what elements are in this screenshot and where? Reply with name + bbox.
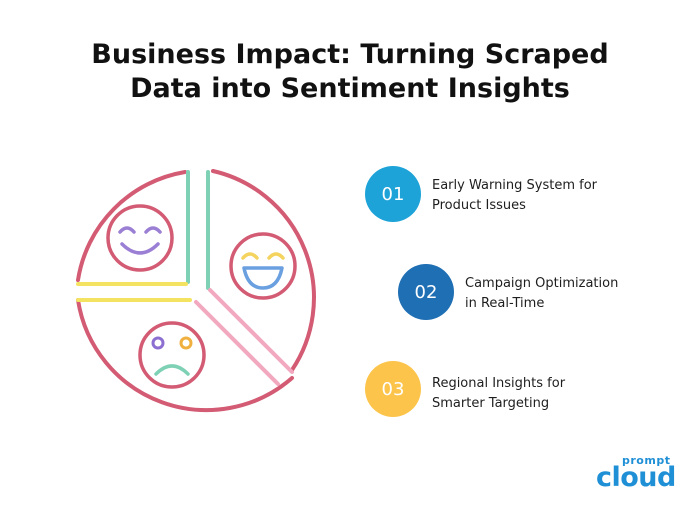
number-badge-3-text: 03 [381, 378, 405, 400]
happy-face-icon [106, 204, 174, 272]
insight-label-3-line-2: Smarter Targeting [432, 396, 550, 411]
pie-outline-left [76, 170, 294, 413]
number-badge-1-text: 01 [381, 183, 405, 205]
insight-label-1: Early Warning System for Product Issues [432, 176, 597, 216]
insight-label-2: Campaign Optimization in Real-Time [465, 274, 618, 314]
logo-main-text: cloud [596, 462, 676, 493]
insight-label-2-line-2: in Real-Time [465, 296, 545, 311]
number-badge-1: 01 [365, 166, 421, 222]
insight-label-1-line-1: Early Warning System for [432, 178, 598, 193]
pie-outline-right [211, 169, 316, 372]
promptcloud-logo: prompt cloud [596, 454, 676, 504]
page-title: Business Impact: Turning Scraped Data in… [0, 38, 700, 106]
laughing-face-icon [229, 232, 297, 300]
insight-label-1-line-2: Product Issues [432, 198, 526, 213]
divider-diagonal-outer [208, 288, 294, 374]
logo-top-text: prompt [622, 454, 671, 467]
insight-label-2-line-1: Campaign Optimization [465, 276, 619, 291]
title-line-2: Data into Sentiment Insights [130, 73, 570, 104]
divider-diagonal-inner [194, 300, 280, 386]
insight-label-3: Regional Insights for Smarter Targeting [432, 374, 565, 414]
insight-label-3-line-1: Regional Insights for [432, 376, 566, 391]
sad-face-icon [138, 321, 206, 389]
title-line-1: Business Impact: Turning Scraped [91, 39, 609, 70]
number-badge-2: 02 [398, 264, 454, 320]
number-badge-3: 03 [365, 361, 421, 417]
number-badge-2-text: 02 [414, 281, 438, 303]
